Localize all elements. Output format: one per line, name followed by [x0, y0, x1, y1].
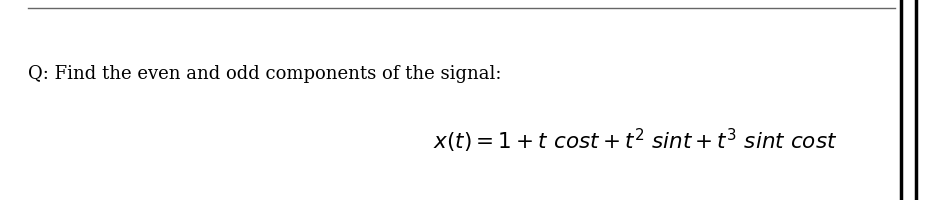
Text: Q: Find the even and odd components of the signal:: Q: Find the even and odd components of t…	[28, 65, 502, 83]
Text: $x(t) = 1 + t\ \mathit{cos}t + t^2\ \mathit{sin}t + t^3\ \mathit{sin}t\ \mathit{: $x(t) = 1 + t\ \mathit{cos}t + t^2\ \mat…	[433, 126, 837, 154]
